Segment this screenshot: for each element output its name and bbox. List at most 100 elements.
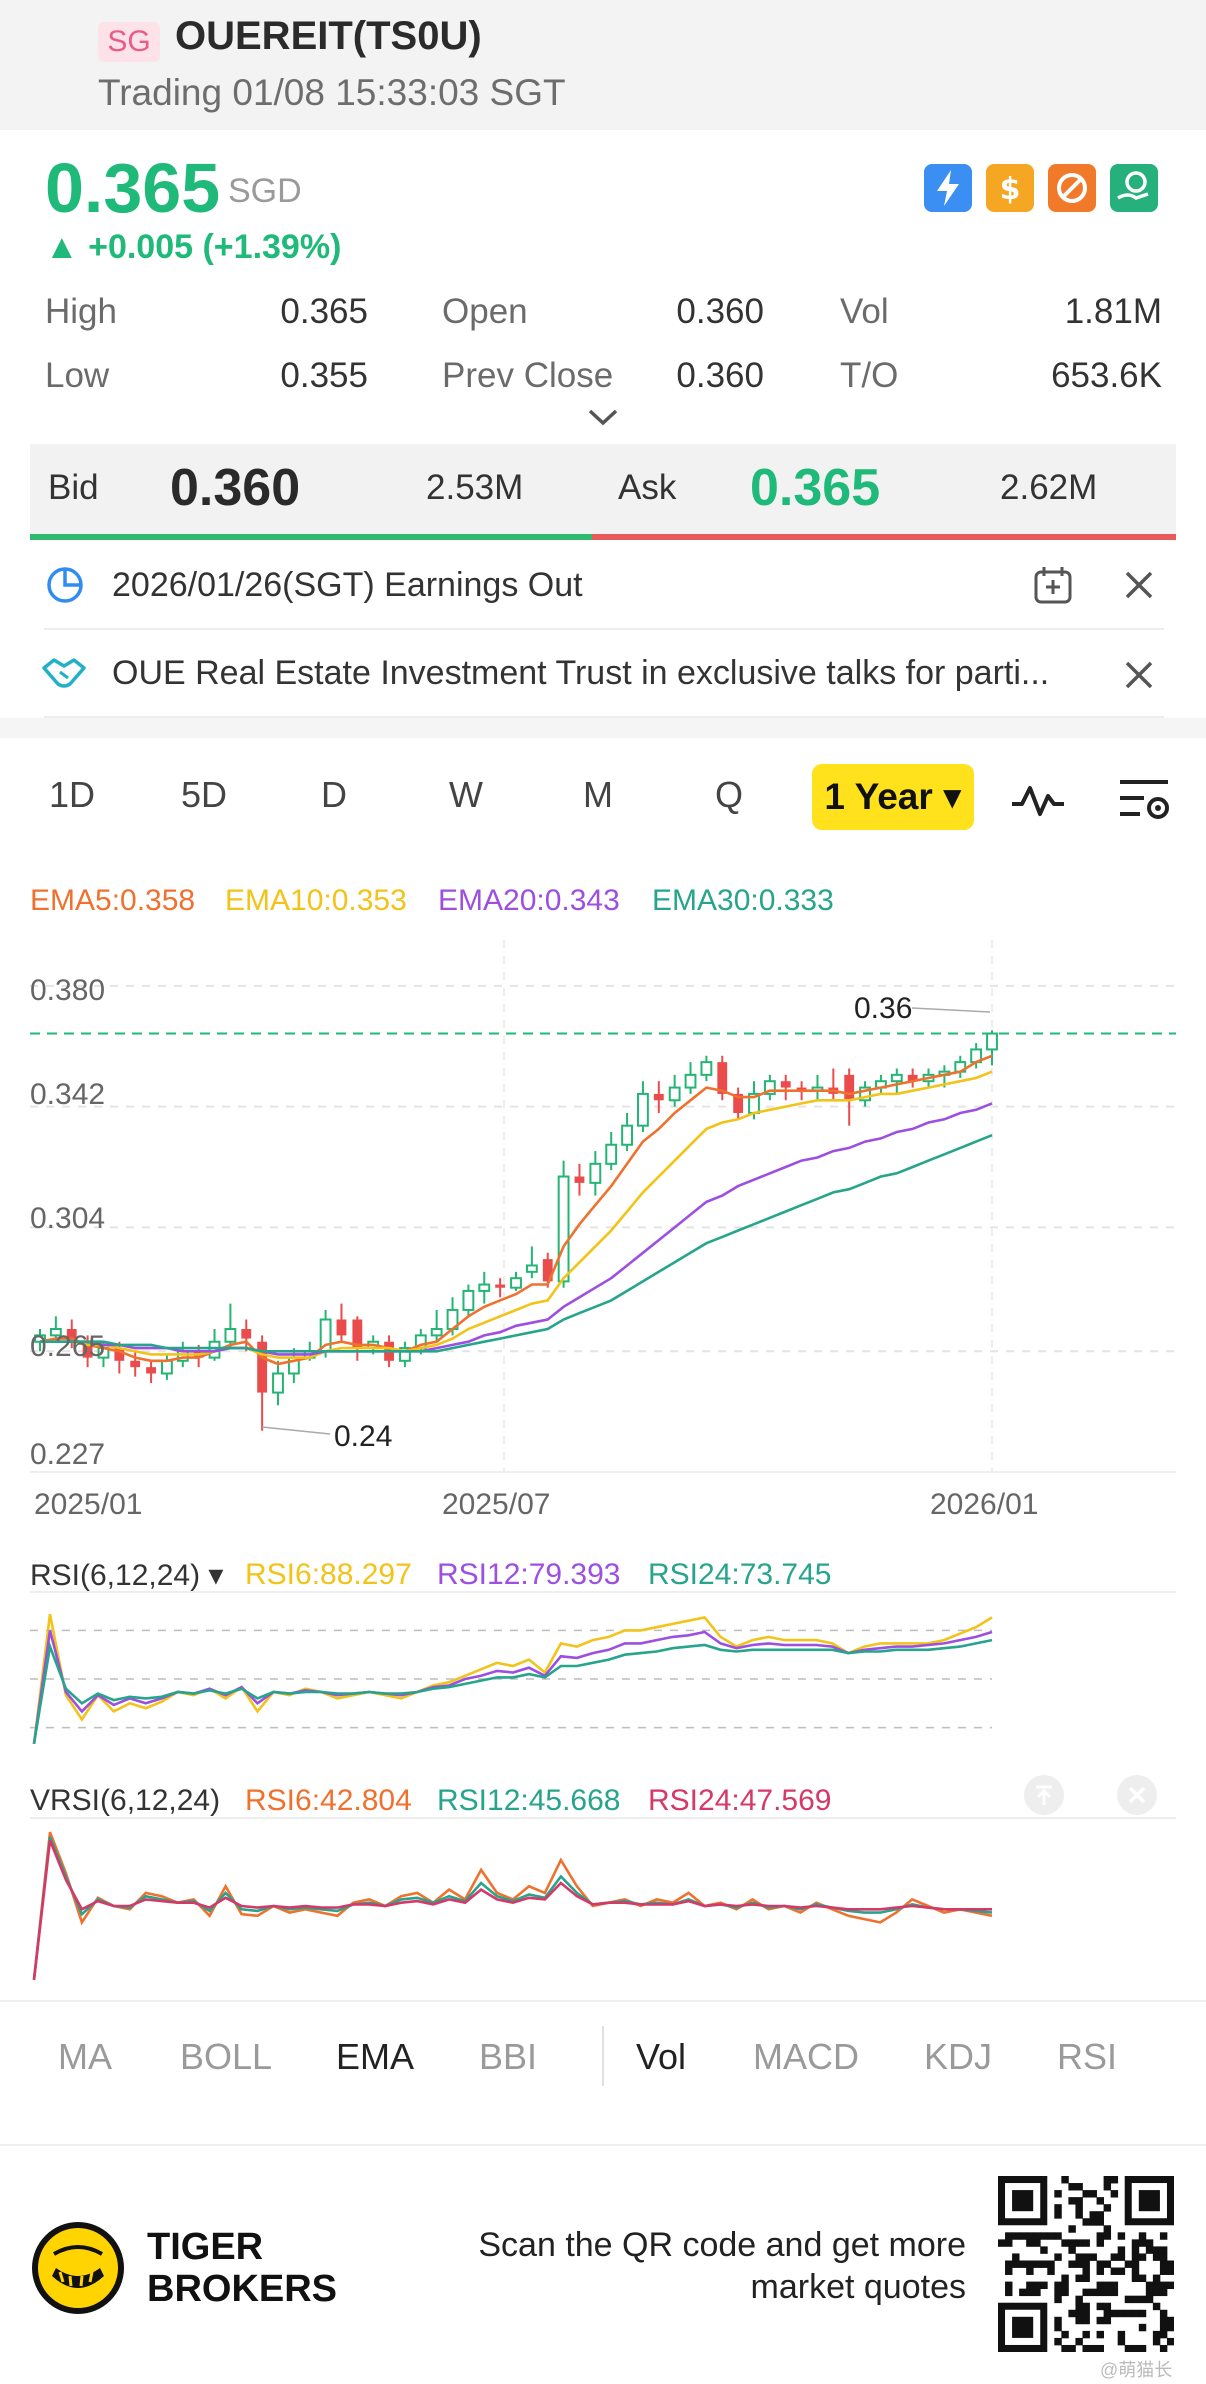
indicator-tab-kdj[interactable]: KDJ — [924, 2036, 993, 2077]
chart-settings-icon[interactable] — [1116, 774, 1172, 831]
dollar-icon[interactable]: $ — [986, 164, 1034, 212]
no-short-icon[interactable] — [1048, 164, 1096, 212]
tab-5d[interactable]: 5D — [180, 774, 228, 815]
qr-module — [1103, 2316, 1112, 2325]
qr-module — [1005, 2232, 1013, 2240]
close-icon[interactable] — [1122, 568, 1156, 607]
qr-module — [1124, 2344, 1133, 2352]
tabs-divider — [0, 2000, 1206, 2002]
close-icon[interactable] — [1122, 658, 1156, 697]
indicator-tab-vol[interactable]: Vol — [636, 2036, 687, 2077]
qr-module — [1061, 2176, 1069, 2184]
qr-module — [1159, 2260, 1168, 2268]
y-tick-label: 0.380 — [30, 974, 106, 1007]
qr-finder — [1012, 2190, 1034, 2212]
pulse-line-icon[interactable] — [1010, 778, 1066, 827]
indicator-tab-rsi[interactable]: RSI — [1057, 2036, 1118, 2077]
qr-module — [1131, 2274, 1140, 2282]
qr-module — [1096, 2239, 1104, 2247]
open-label: Open — [442, 292, 528, 331]
qr-module — [1117, 2330, 1126, 2339]
qr-module — [1159, 2232, 1168, 2240]
qr-module — [1005, 2267, 1013, 2275]
ema20-line — [40, 1102, 993, 1356]
qr-module — [1103, 2302, 1112, 2311]
x-tick-label: 2026/01 — [930, 1488, 1039, 1521]
qr-module — [1166, 2267, 1174, 2275]
trading-status: Trading 01/08 15:33:03 SGT — [98, 72, 566, 113]
qr-module — [1033, 2239, 1041, 2247]
rsi-indicator-label[interactable]: RSI(6,12,24) ▾ — [30, 1559, 224, 1592]
qr-module — [1117, 2246, 1126, 2254]
bid-ask-panel: Bid 0.360 2.53M Ask 0.365 2.62M — [30, 444, 1176, 534]
candle-body — [478, 1283, 491, 1292]
qr-module — [1082, 2316, 1090, 2325]
close-indicator-icon[interactable] — [1116, 1774, 1158, 1821]
market-badge: SG — [98, 22, 160, 62]
collapse-indicator-icon[interactable] — [1023, 1774, 1065, 1821]
tab-quarter[interactable]: Q — [714, 774, 743, 815]
qr-module — [1068, 2260, 1076, 2268]
qr-code-icon[interactable] — [998, 2176, 1174, 2352]
high-value: 0.365 — [280, 292, 368, 331]
qr-module — [1040, 2246, 1048, 2254]
qr-module — [1054, 2281, 1062, 2290]
news-notice[interactable]: OUE Real Estate Investment Trust in excl… — [0, 630, 1206, 718]
rsi6-line — [32, 1613, 993, 1744]
chevron-down-icon[interactable] — [586, 406, 620, 433]
qr-module — [1075, 2337, 1083, 2346]
indicator-tab-ema[interactable]: EMA — [336, 2036, 415, 2077]
vrsi6-value: RSI6:42.804 — [245, 1784, 412, 1817]
tab-1d[interactable]: 1D — [48, 774, 96, 815]
qr-module — [1103, 2232, 1112, 2240]
qr-module — [1075, 2316, 1083, 2325]
qr-module — [1159, 2323, 1168, 2332]
candle-body — [859, 1086, 871, 1102]
indicator-tab-macd[interactable]: MACD — [753, 2036, 859, 2077]
lightning-icon[interactable] — [924, 164, 972, 212]
handshake-icon — [40, 654, 88, 699]
add-calendar-icon[interactable] — [1032, 564, 1074, 611]
qr-finder — [1138, 2190, 1160, 2212]
qr-module — [1082, 2260, 1090, 2268]
qr-module — [1068, 2197, 1076, 2205]
candle-body — [462, 1289, 475, 1311]
y-tick-label: 0.265 — [30, 1330, 106, 1363]
qr-module — [1082, 2239, 1090, 2247]
x-tick-label: 2025/07 — [442, 1488, 551, 1521]
vrsi-chart — [30, 1817, 1176, 1980]
hand-coin-icon[interactable] — [1110, 164, 1158, 212]
open-value: 0.360 — [676, 292, 764, 331]
candle-body — [82, 1341, 93, 1358]
tab-1-year-dropdown[interactable]: 1 Year ▾ — [812, 764, 974, 830]
ask-size: 2.62M — [1000, 468, 1098, 507]
qr-module — [1131, 2260, 1140, 2268]
qr-module — [1096, 2211, 1104, 2219]
earnings-notice[interactable]: 2026/01/26(SGT) Earnings Out — [0, 542, 1206, 630]
tab-week[interactable]: W — [449, 774, 483, 815]
candlestick-chart[interactable] — [0, 940, 1206, 1480]
candle-body — [525, 1264, 538, 1273]
candle-body — [589, 1162, 602, 1184]
indicator-tab-boll[interactable]: BOLL — [180, 2036, 273, 2077]
qr-module — [1061, 2239, 1069, 2247]
qr-module — [1082, 2302, 1090, 2311]
qr-module — [1152, 2253, 1161, 2261]
rsi12-value: RSI12:79.393 — [437, 1558, 621, 1591]
indicator-tab-bbi[interactable]: BBI — [479, 2036, 538, 2077]
qr-module — [1054, 2232, 1062, 2240]
candle-body — [336, 1319, 347, 1336]
qr-module — [1096, 2218, 1104, 2226]
candle-body — [653, 1093, 664, 1101]
qr-module — [1145, 2295, 1154, 2304]
y-tick-label: 0.342 — [30, 1078, 106, 1111]
tab-day[interactable]: D — [321, 774, 347, 815]
bid-label: Bid — [48, 468, 99, 507]
price-change: ▲ +0.005 (+1.39%) — [45, 228, 342, 266]
candle-body — [621, 1124, 633, 1146]
qr-module — [1075, 2239, 1083, 2247]
indicator-tab-ma[interactable]: MA — [58, 2036, 112, 2077]
qr-module — [1089, 2211, 1097, 2219]
svg-text:$: $ — [1000, 172, 1021, 207]
tab-month[interactable]: M — [583, 774, 613, 815]
